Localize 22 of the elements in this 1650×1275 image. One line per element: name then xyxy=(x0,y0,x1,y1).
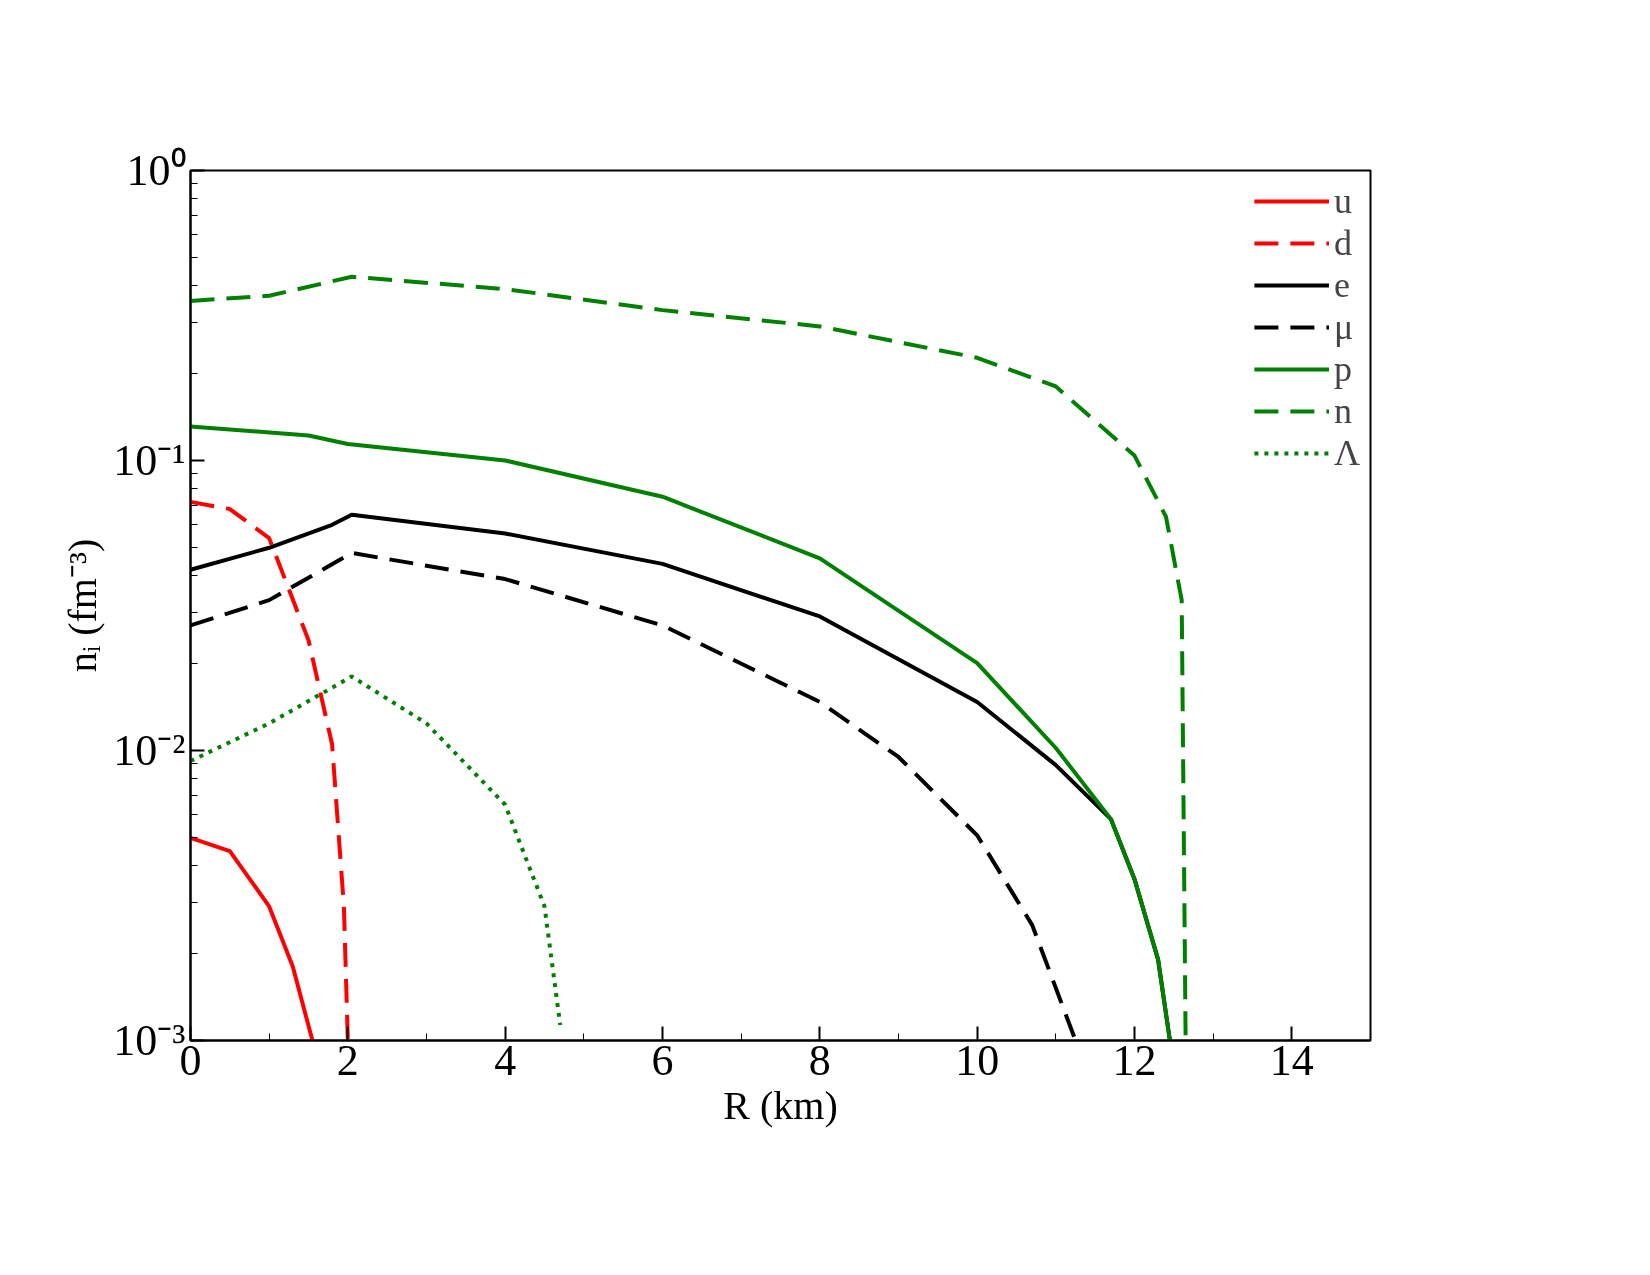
legend-label: Λ xyxy=(1333,432,1360,474)
legend-label: n xyxy=(1333,390,1353,432)
line-series xyxy=(190,499,350,1041)
y-tick-label: 10⁻¹ xyxy=(113,436,186,485)
y-axis-title: nᵢ (fm⁻³) xyxy=(60,538,106,673)
x-tick-label: 10 xyxy=(955,1035,1000,1085)
y-tick-label: 10⁰ xyxy=(126,146,186,195)
legend-label: u xyxy=(1333,180,1353,222)
x-tick-label: 12 xyxy=(1112,1035,1157,1085)
x-tick-label: 2 xyxy=(336,1035,359,1085)
line-series xyxy=(190,674,563,1028)
y-tick-label: 10⁻² xyxy=(113,726,186,775)
legend-label: d xyxy=(1333,222,1353,264)
legend-label: p xyxy=(1333,348,1353,390)
legend-label: μ xyxy=(1333,306,1354,348)
x-tick-label: 4 xyxy=(494,1035,517,1085)
x-tick-label: 6 xyxy=(651,1035,674,1085)
x-tick-label: 14 xyxy=(1269,1035,1314,1085)
line-series xyxy=(190,835,315,1041)
x-tick-label: 8 xyxy=(808,1035,831,1085)
legend-label: e xyxy=(1333,264,1351,306)
x-axis-title: R (km) xyxy=(723,1082,838,1128)
